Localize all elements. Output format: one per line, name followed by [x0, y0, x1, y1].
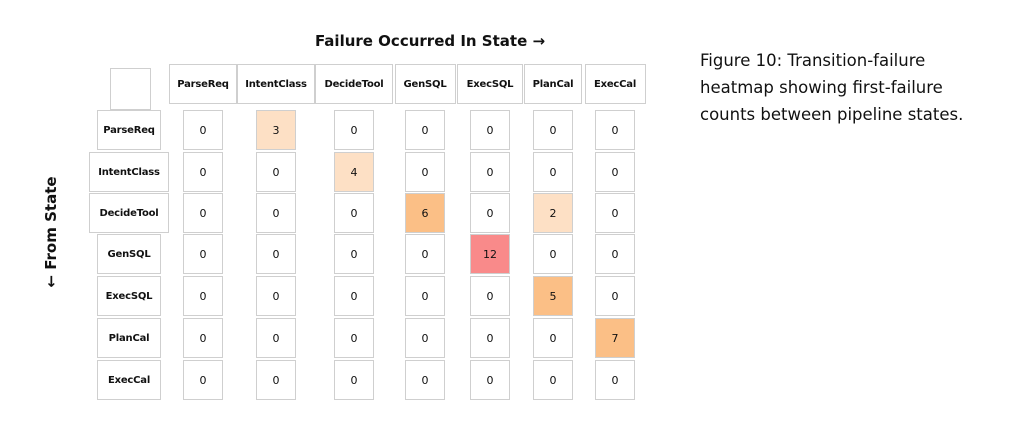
heatmap-cell: 0 [334, 360, 374, 400]
heatmap-cell: 0 [533, 318, 573, 358]
corner-box [110, 68, 151, 110]
heatmap-cell: 0 [595, 234, 635, 274]
column-label-parsereq: ParseReq [169, 64, 237, 104]
heatmap-cell: 0 [595, 193, 635, 233]
heatmap-cell: 0 [470, 318, 510, 358]
heatmap-cell: 7 [595, 318, 635, 358]
heatmap-cell: 0 [334, 318, 374, 358]
heatmap-cell: 0 [183, 193, 223, 233]
row-label-parsereq: ParseReq [97, 110, 161, 150]
heatmap-cell: 0 [405, 276, 445, 316]
heatmap-cell: 0 [470, 110, 510, 150]
row-label-execcal: ExecCal [97, 360, 161, 400]
row-label-intentclass: IntentClass [89, 152, 169, 192]
heatmap-cell: 0 [470, 152, 510, 192]
heatmap-cell: 0 [183, 110, 223, 150]
column-label-execcal: ExecCal [584, 64, 646, 104]
heatmap-cell: 0 [183, 152, 223, 192]
heatmap-cell: 0 [595, 110, 635, 150]
heatmap-cell: 0 [533, 152, 573, 192]
column-label-execsql: ExecSQL [457, 64, 523, 104]
heatmap-cell: 0 [256, 193, 296, 233]
row-label-plancal: PlanCal [97, 318, 161, 358]
heatmap-cell: 0 [405, 234, 445, 274]
column-label-intentclass: IntentClass [237, 64, 315, 104]
heatmap-cell: 0 [405, 360, 445, 400]
y-axis-title: ← From State [42, 176, 60, 288]
heatmap-cell: 2 [533, 193, 573, 233]
heatmap-cell: 5 [533, 276, 573, 316]
row-label-decidetool: DecideTool [89, 193, 169, 233]
heatmap-cell: 0 [533, 234, 573, 274]
heatmap-cell: 0 [405, 110, 445, 150]
row-label-gensql: GenSQL [97, 234, 161, 274]
heatmap-cell: 0 [256, 276, 296, 316]
x-axis-title: Failure Occurred In State → [314, 32, 546, 50]
heatmap-cell: 0 [595, 276, 635, 316]
column-label-decidetool: DecideTool [315, 64, 393, 104]
heatmap-cell: 0 [533, 110, 573, 150]
heatmap-cell: 6 [405, 193, 445, 233]
heatmap-cell: 0 [334, 234, 374, 274]
heatmap-cell: 0 [470, 193, 510, 233]
column-label-gensql: GenSQL [394, 64, 456, 104]
heatmap-cell: 4 [334, 152, 374, 192]
heatmap-cell: 0 [405, 318, 445, 358]
heatmap-cell: 0 [533, 360, 573, 400]
heatmap-cell: 0 [405, 152, 445, 192]
heatmap-cell: 0 [470, 276, 510, 316]
heatmap-cell: 0 [256, 234, 296, 274]
column-label-plancal: PlanCal [524, 64, 582, 104]
heatmap-cell: 0 [183, 318, 223, 358]
heatmap-cell: 3 [256, 110, 296, 150]
heatmap-cell: 0 [470, 360, 510, 400]
heatmap-cell: 0 [595, 360, 635, 400]
figure-caption: Figure 10: Transition-failure heatmap sh… [700, 51, 964, 124]
heatmap-cell: 12 [470, 234, 510, 274]
heatmap-cell: 0 [183, 234, 223, 274]
row-label-execsql: ExecSQL [97, 276, 161, 316]
heatmap-cell: 0 [334, 110, 374, 150]
heatmap-cell: 0 [256, 152, 296, 192]
heatmap-cell: 0 [334, 193, 374, 233]
heatmap-cell: 0 [595, 152, 635, 192]
heatmap-cell: 0 [183, 276, 223, 316]
heatmap-cell: 0 [256, 360, 296, 400]
heatmap-cell: 0 [256, 318, 296, 358]
heatmap-cell: 0 [183, 360, 223, 400]
heatmap-cell: 0 [334, 276, 374, 316]
